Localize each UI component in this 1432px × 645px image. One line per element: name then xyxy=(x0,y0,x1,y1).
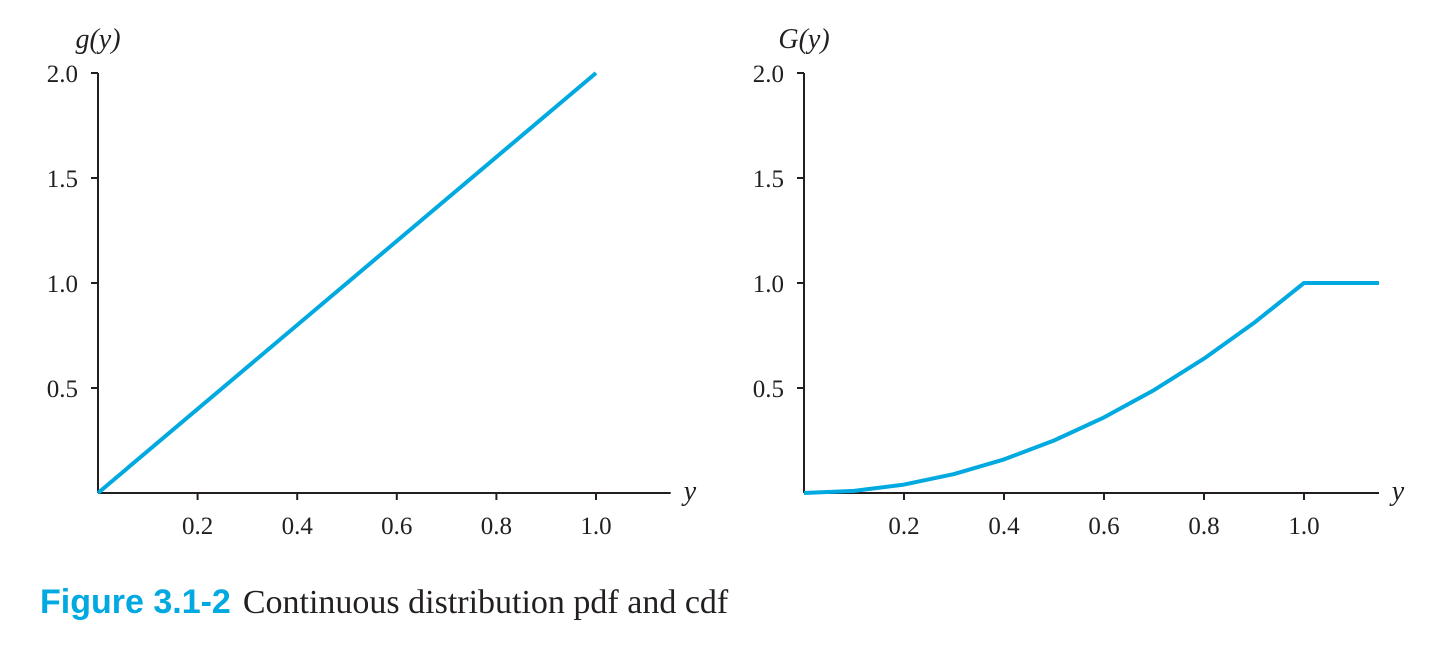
cdf-x-tick-label: 0.6 xyxy=(1088,513,1119,540)
cdf-y-tick-label: 1.5 xyxy=(753,166,784,193)
pdf-x-tick-label: 0.4 xyxy=(282,513,314,540)
pdf-x-tick-label: 0.6 xyxy=(381,513,412,540)
cdf-x-tick-label: 1.0 xyxy=(1288,513,1319,540)
pdf-x-axis-title: y xyxy=(681,476,697,507)
pdf-chart-panel: 0.2 0.4 0.6 0.8 1.0 0.5 1.0 1.5 2.0 g(y) y xyxy=(47,24,697,540)
pdf-y-axis-title: g(y) xyxy=(75,24,120,55)
figure-number: Figure 3.1-2 xyxy=(40,583,231,621)
pdf-series-line xyxy=(96,71,598,495)
cdf-series-line xyxy=(803,281,1379,495)
cdf-y-axis-title: G(y) xyxy=(778,24,829,55)
pdf-y-tick-label: 2.0 xyxy=(47,61,78,88)
cdf-x-axis-title: y xyxy=(1389,476,1405,507)
cdf-y-tick-label: 1.0 xyxy=(753,271,784,298)
cdf-chart-panel: 0.2 0.4 0.6 0.8 1.0 0.5 1.0 1.5 2.0 G(y) y xyxy=(753,24,1405,540)
pdf-x-tick-label: 0.8 xyxy=(481,513,512,540)
pdf-y-tick-label: 1.5 xyxy=(47,166,78,193)
cdf-x-tick-label: 0.8 xyxy=(1188,513,1219,540)
pdf-y-tick-label: 1.0 xyxy=(47,271,78,298)
pdf-x-tick-label: 1.0 xyxy=(580,513,611,540)
pdf-y-tick-label: 0.5 xyxy=(47,376,78,403)
cdf-y-tick-label: 0.5 xyxy=(753,376,784,403)
figure-caption-text: Continuous distribution pdf and cdf xyxy=(242,584,729,621)
pdf-x-tick-label: 0.2 xyxy=(182,513,213,540)
cdf-x-tick-label: 0.4 xyxy=(988,513,1020,540)
cdf-x-tick-label: 0.2 xyxy=(888,513,919,540)
figure-caption: Figure 3.1-2 Continuous distribution pdf … xyxy=(40,583,728,622)
cdf-y-tick-label: 2.0 xyxy=(753,61,784,88)
